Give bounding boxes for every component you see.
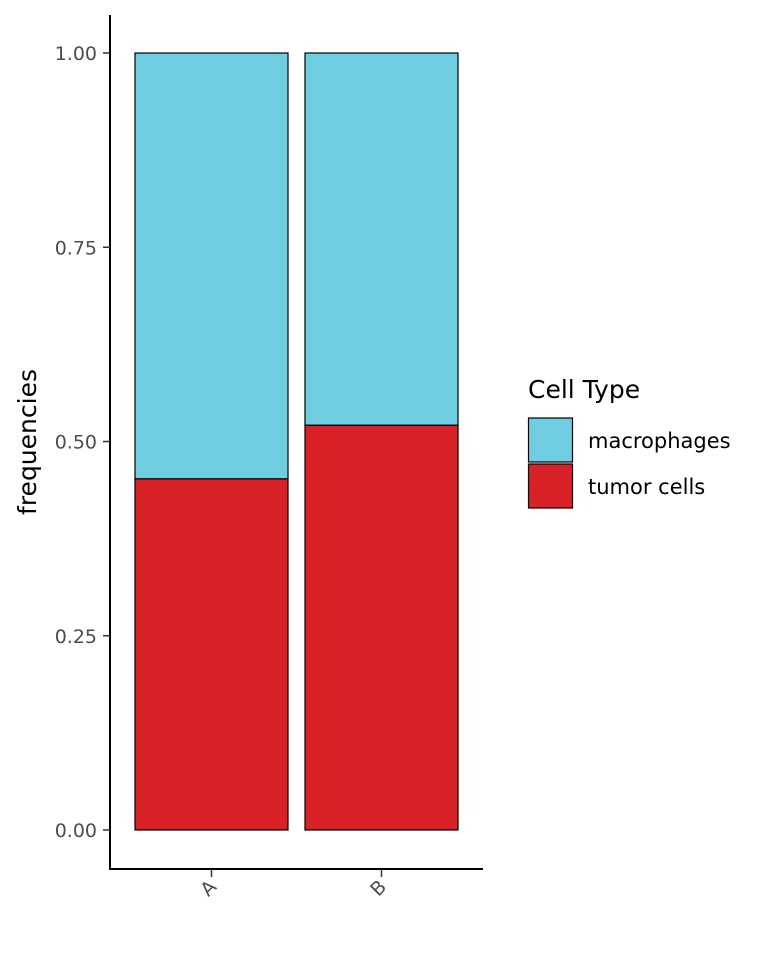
legend-key-macrophages (527, 417, 574, 463)
bar-A-macrophages (134, 52, 289, 480)
bars-layer (134, 52, 459, 831)
legend-label: tumor cells (588, 475, 705, 499)
y-tick-label: 0.50 (55, 432, 97, 454)
x-tick-label: A (196, 876, 221, 901)
legend-label: macrophages (588, 429, 731, 453)
y-tick-label: 0.25 (55, 626, 97, 648)
legend: Cell Type macrophages tumor cells (527, 375, 731, 509)
y-tick-label: 0.00 (55, 820, 97, 842)
legend-title: Cell Type (528, 375, 640, 404)
y-tick-label: 1.00 (55, 43, 97, 65)
y-tick-label: 0.75 (55, 237, 97, 259)
x-tick-label: B (366, 876, 391, 901)
legend-key-tumor-cells (527, 463, 574, 509)
axes-layer (109, 15, 483, 870)
bar-A-tumor-cells (134, 478, 289, 831)
y-ticks: 0.00 0.25 0.50 0.75 1.00 (55, 43, 110, 842)
bar-B-macrophages (304, 52, 459, 426)
bar-B-tumor-cells (304, 424, 459, 831)
y-axis-title: frequencies (13, 369, 42, 515)
